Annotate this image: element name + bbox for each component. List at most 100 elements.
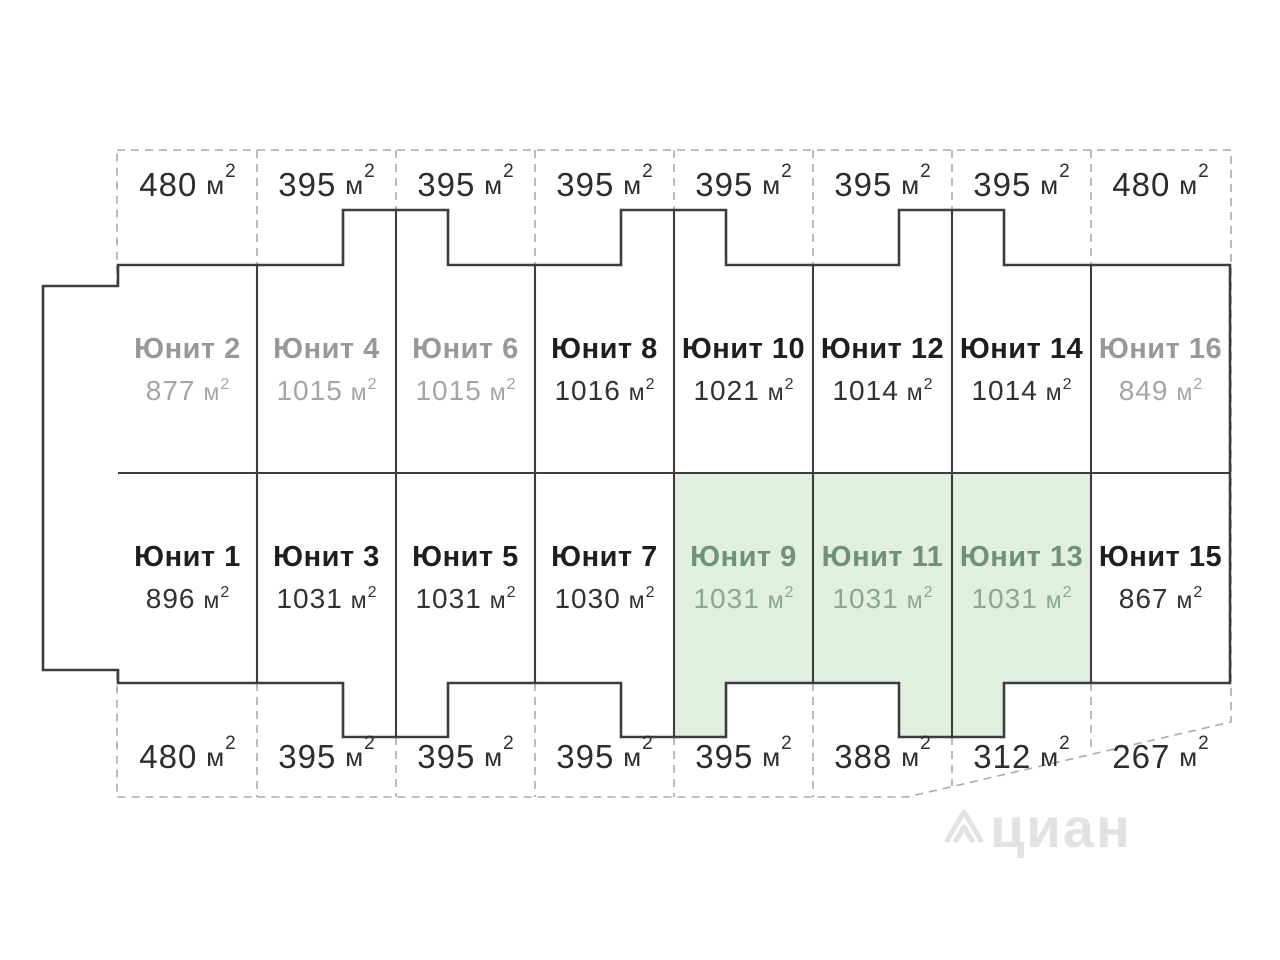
unit-m: м	[350, 379, 367, 406]
unit-area-value: 867	[1118, 583, 1169, 615]
unit-name: Юнит 1	[134, 540, 241, 573]
area-value: 395	[973, 166, 1032, 203]
unit-cell-7[interactable]: Юнит 7 1030 м 2	[535, 473, 674, 683]
bottom-area-label-3: 395 м 2	[396, 727, 535, 787]
unit-sup: 2	[1059, 733, 1070, 754]
unit-cell-14[interactable]: Юнит 14 1014 м 2	[952, 267, 1091, 473]
area-value: 395	[278, 738, 337, 775]
unit-sup: 2	[1062, 376, 1072, 394]
unit-name: Юнит 6	[412, 332, 519, 365]
unit-m: м	[484, 169, 503, 200]
unit-cell-11[interactable]: Юнит 11 1031 м 2	[813, 473, 952, 683]
unit-sup: 2	[364, 161, 375, 182]
unit-sup: 2	[506, 376, 516, 394]
unit-m: м	[1179, 169, 1198, 200]
unit-m: м	[767, 379, 784, 406]
unit-area-value: 1016	[554, 375, 621, 407]
unit-area-value: 1015	[415, 375, 482, 407]
unit-cell-15[interactable]: Юнит 15 867 м 2	[1091, 473, 1230, 683]
unit-m: м	[345, 169, 364, 200]
unit-area-value: 1021	[693, 375, 760, 407]
unit-sup: 2	[784, 376, 794, 394]
unit-cell-3[interactable]: Юнит 3 1031 м 2	[257, 473, 396, 683]
unit-m: м	[628, 379, 645, 406]
unit-m: м	[901, 169, 920, 200]
unit-sup: 2	[1193, 376, 1203, 394]
building-outline	[41, 208, 1232, 739]
unit-name: Юнит 2	[134, 332, 241, 365]
unit-area-value: 877	[145, 375, 196, 407]
unit-name: Юнит 12	[820, 332, 945, 365]
unit-area-value: 1031	[415, 583, 482, 615]
unit-cell-1[interactable]: Юнит 1 896 м 2	[118, 473, 257, 683]
unit-m: м	[762, 741, 781, 772]
area-value: 312	[973, 738, 1032, 775]
bottom-area-label-4: 395 м 2	[535, 727, 674, 787]
area-value: 480	[139, 738, 198, 775]
unit-sup: 2	[642, 161, 653, 182]
unit-m: м	[628, 587, 645, 614]
unit-cell-4[interactable]: Юнит 4 1015 м 2	[257, 267, 396, 473]
unit-m: м	[206, 741, 225, 772]
bottom-area-label-1: 480 м 2	[118, 727, 257, 787]
bottom-area-label-2: 395 м 2	[257, 727, 396, 787]
unit-sup: 2	[367, 584, 377, 602]
unit-sup: 2	[506, 584, 516, 602]
unit-area-value: 1031	[693, 583, 760, 615]
unit-m: м	[623, 741, 642, 772]
unit-area-value: 1015	[276, 375, 343, 407]
unit-name: Юнит 5	[412, 540, 519, 573]
unit-sup: 2	[1198, 161, 1209, 182]
unit-cell-6[interactable]: Юнит 6 1015 м 2	[396, 267, 535, 473]
top-area-label-8: 480 м 2	[1091, 155, 1230, 215]
unit-area-value: 1014	[832, 375, 899, 407]
unit-m: м	[1040, 169, 1059, 200]
unit-m: м	[350, 587, 367, 614]
top-area-label-5: 395 м 2	[674, 155, 813, 215]
unit-sup: 2	[923, 376, 933, 394]
unit-partitions	[118, 210, 1230, 737]
unit-name: Юнит 11	[821, 540, 944, 573]
unit-sup: 2	[781, 161, 792, 182]
bottom-area-label-8: 267 м 2	[1091, 727, 1230, 787]
top-area-label-7: 395 м 2	[952, 155, 1091, 215]
unit-cell-5[interactable]: Юнит 5 1031 м 2	[396, 473, 535, 683]
unit-area-value: 1030	[554, 583, 621, 615]
unit-sup: 2	[642, 733, 653, 754]
area-value: 480	[1112, 166, 1171, 203]
highlight-unit-9	[674, 473, 813, 737]
unit-cell-2[interactable]: Юнит 2 877 м 2	[118, 267, 257, 473]
bottom-area-label-5: 395 м 2	[674, 727, 813, 787]
bottom-area-label-6: 388 м 2	[813, 727, 952, 787]
unit-cell-8[interactable]: Юнит 8 1016 м 2	[535, 267, 674, 473]
unit-m: м	[203, 379, 220, 406]
unit-m: м	[1179, 741, 1198, 772]
unit-sup: 2	[645, 376, 655, 394]
unit-sup: 2	[220, 584, 230, 602]
unit-cell-13[interactable]: Юнит 13 1031 м 2	[952, 473, 1091, 683]
unit-sup: 2	[1198, 733, 1209, 754]
unit-cell-16[interactable]: Юнит 16 849 м 2	[1091, 267, 1230, 473]
area-value: 388	[834, 738, 893, 775]
unit-sup: 2	[220, 376, 230, 394]
area-value: 480	[139, 166, 198, 203]
highlight-unit-11	[813, 473, 952, 737]
unit-area-value: 896	[145, 583, 196, 615]
top-area-label-3: 395 м 2	[396, 155, 535, 215]
area-value: 395	[556, 738, 615, 775]
top-area-label-4: 395 м 2	[535, 155, 674, 215]
unit-name: Юнит 14	[959, 332, 1084, 365]
unit-name: Юнит 16	[1098, 332, 1223, 365]
unit-m: м	[1045, 379, 1062, 406]
area-value: 395	[556, 166, 615, 203]
unit-area-value: 1014	[971, 375, 1038, 407]
unit-sup: 2	[1193, 584, 1203, 602]
unit-cell-10[interactable]: Юнит 10 1021 м 2	[674, 267, 813, 473]
unit-sup: 2	[1059, 161, 1070, 182]
unit-cell-12[interactable]: Юнит 12 1014 м 2	[813, 267, 952, 473]
unit-m: м	[906, 587, 923, 614]
unit-cell-9[interactable]: Юнит 9 1031 м 2	[674, 473, 813, 683]
bottom-area-label-7: 312 м 2	[952, 727, 1091, 787]
unit-sup: 2	[1062, 584, 1072, 602]
